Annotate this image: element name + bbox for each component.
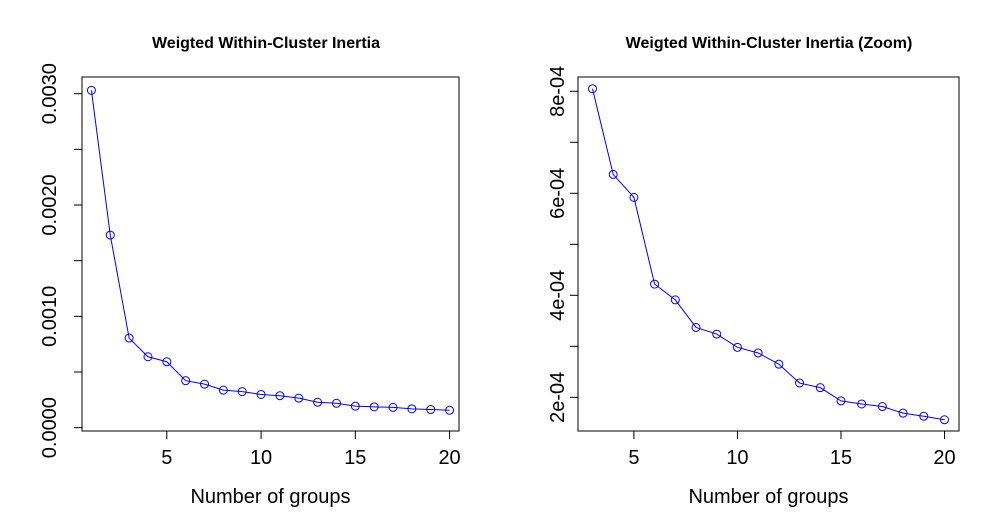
chart-2-data-point xyxy=(940,415,950,425)
chart-2-data-point xyxy=(774,359,784,369)
chart-1-data-point xyxy=(237,387,247,397)
chart-1: Weigted Within-Cluster Inertia Number of … xyxy=(39,35,461,508)
chart-2-data-point xyxy=(753,348,763,358)
chart-2-data-point xyxy=(815,383,825,393)
chart-1-y-tick-label: 0.0000 xyxy=(39,397,61,458)
chart-1-series-line xyxy=(90,90,450,411)
chart-2-data-point xyxy=(795,378,805,388)
chart-1-data-point xyxy=(181,376,191,386)
chart-1-plot-frame xyxy=(81,76,460,432)
chart-1-data-point xyxy=(218,385,228,395)
chart-2-data-point xyxy=(691,322,701,332)
chart-2: Weigted Within-Cluster Inertia (Zoom) Num… xyxy=(547,35,960,508)
chart-2-y-tick-label: 4e-04 xyxy=(547,270,569,321)
chart-1-data-point xyxy=(200,379,210,389)
chart-2-data-point xyxy=(898,408,908,418)
chart-2-plot-frame xyxy=(577,76,960,432)
chart-1-x-axis-label: Number of groups xyxy=(190,486,350,508)
chart-2-y-tick-label: 6e-04 xyxy=(547,168,569,219)
chart-1-data-point xyxy=(426,405,436,415)
chart-1-data-point xyxy=(143,352,153,362)
chart-2-data-point xyxy=(587,84,597,94)
chart-2-y-tick-label: 8e-04 xyxy=(547,66,569,117)
chart-1-data-point xyxy=(124,333,134,343)
chart-2-x-tick-label: 10 xyxy=(726,447,748,469)
chart-2-data-point xyxy=(732,342,742,352)
chart-1-data-point xyxy=(369,402,379,412)
chart-2-series-line xyxy=(592,88,945,421)
chart-2-x-tick-label: 15 xyxy=(830,447,852,469)
chart-2-data-point xyxy=(877,402,887,412)
chart-1-x-tick-label: 5 xyxy=(161,447,172,469)
chart-1-y-tick-label: 0.0030 xyxy=(39,63,61,124)
chart-1-data-point xyxy=(256,389,266,399)
chart-1-data-point xyxy=(294,393,304,403)
chart-1-y-tick-label: 0.0020 xyxy=(39,174,61,235)
chart-2-data-point xyxy=(712,329,722,339)
chart-1-x-tick-label: 10 xyxy=(250,447,272,469)
chart-2-data-point xyxy=(650,279,660,289)
chart-2-x-tick-label: 20 xyxy=(933,447,955,469)
chart-2-title: Weigted Within-Cluster Inertia (Zoom) xyxy=(626,35,913,52)
chart-1-data-point xyxy=(407,404,417,414)
chart-2-data-point xyxy=(670,295,680,305)
chart-1-data-point xyxy=(86,85,96,95)
chart-2-data-point xyxy=(608,169,618,179)
chart-2-data-point xyxy=(857,399,867,409)
chart-2-y-tick-label: 2e-04 xyxy=(547,372,569,423)
chart-2-data-point xyxy=(836,396,846,406)
chart-1-data-point xyxy=(331,398,341,408)
chart-1-title: Weigted Within-Cluster Inertia xyxy=(152,35,380,52)
chart-1-x-tick-label: 15 xyxy=(344,447,366,469)
chart-1-data-point xyxy=(105,230,115,240)
chart-1-y-tick-label: 0.0010 xyxy=(39,286,61,347)
chart-2-x-tick-label: 5 xyxy=(628,447,639,469)
chart-1-data-point xyxy=(275,391,285,401)
chart-2-data-point xyxy=(919,411,929,421)
chart-2-data-point xyxy=(629,192,639,202)
chart-1-data-point xyxy=(350,401,360,411)
chart-1-data-point xyxy=(162,357,172,367)
chart-1-data-point xyxy=(313,397,323,407)
chart-1-data-point xyxy=(445,405,455,415)
chart-2-x-axis-label: Number of groups xyxy=(688,486,848,508)
chart-1-x-tick-label: 20 xyxy=(438,447,460,469)
chart-1-data-point xyxy=(388,402,398,412)
